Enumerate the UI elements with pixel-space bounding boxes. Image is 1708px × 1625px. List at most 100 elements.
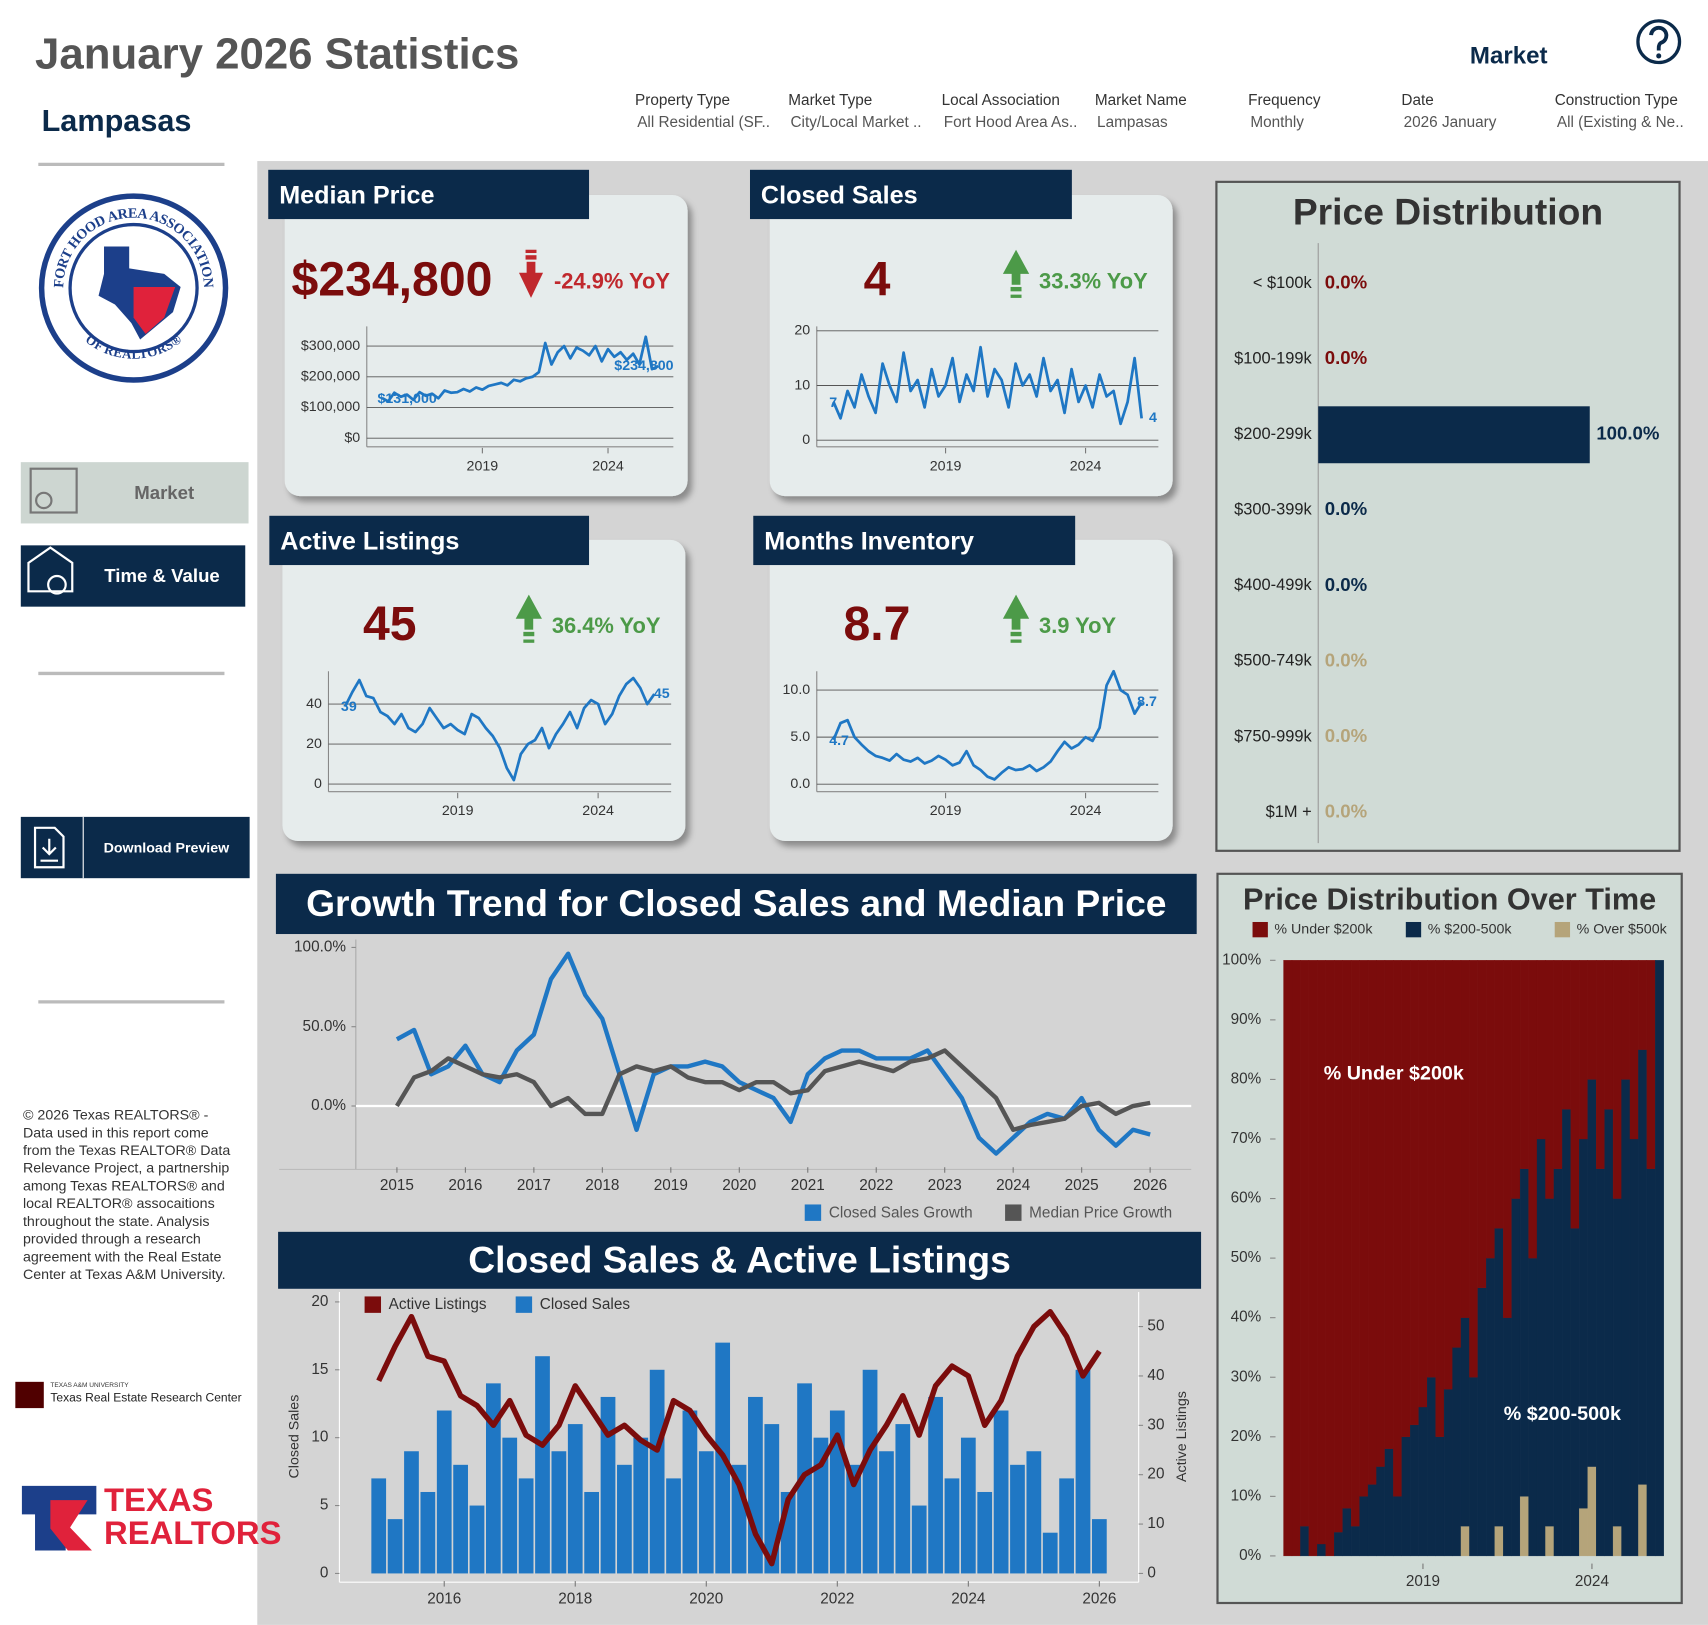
bar-segment xyxy=(1494,960,1504,1229)
help-icon[interactable] xyxy=(1636,19,1682,65)
y-tick-label: 20% xyxy=(1231,1428,1262,1445)
bar-segment xyxy=(1612,1198,1622,1527)
bar-segment xyxy=(1384,960,1394,1449)
nav-market[interactable]: Market xyxy=(20,462,249,524)
y-tick-label: 15 xyxy=(311,1361,328,1378)
x-tick-label: 2019 xyxy=(930,803,962,819)
bar-segment xyxy=(1401,1436,1411,1557)
category-label: $400-499k xyxy=(1234,576,1312,594)
y-axis-title: Closed Sales xyxy=(286,1395,302,1479)
bar-segment xyxy=(1612,1525,1622,1557)
x-tick-label: 2016 xyxy=(448,1177,482,1194)
bar-segment xyxy=(1536,1138,1546,1557)
card-header xyxy=(269,515,590,566)
bar-segment xyxy=(1401,960,1411,1437)
bar xyxy=(911,1505,927,1574)
bar xyxy=(485,1383,501,1574)
x-tick-label: 2019 xyxy=(930,458,962,474)
bar-segment xyxy=(1342,960,1352,1509)
copyright-line: from the Texas REALTOR® Data xyxy=(23,1143,230,1159)
value-label: 0.0% xyxy=(1325,649,1368,670)
bar-segment xyxy=(1435,960,1445,1437)
bar-segment xyxy=(1376,1466,1386,1557)
nav-icon-lens xyxy=(47,574,67,595)
yoy-change: 36.4% YoY xyxy=(552,613,661,638)
value-label: 100.0% xyxy=(1596,423,1660,444)
y-tick-label: 0.0% xyxy=(311,1097,346,1114)
x-tick-label: 2024 xyxy=(592,458,624,474)
bar xyxy=(813,1437,829,1574)
bar-segment xyxy=(1486,960,1495,1259)
nav-label[interactable]: Time & Value xyxy=(104,565,220,586)
download-label[interactable]: Download Preview xyxy=(104,840,231,856)
nav-time-value[interactable]: Time & Value xyxy=(20,545,246,607)
bar-segment xyxy=(1376,960,1386,1467)
bar-segment xyxy=(1334,1531,1343,1557)
chart-header xyxy=(278,1231,1202,1289)
copyright-line: © 2026 Texas REALTORS® - xyxy=(23,1108,209,1124)
value-label: 0.0% xyxy=(1325,725,1368,746)
bar-segment xyxy=(1646,1168,1656,1557)
y-tick-label: 5.0 xyxy=(790,729,810,745)
arrow-dash xyxy=(1010,294,1022,298)
filter-value: Fort Hood Area As.. xyxy=(944,114,1078,131)
download-button[interactable]: Download Preview xyxy=(20,816,250,879)
y-tick-label: 10% xyxy=(1231,1487,1262,1504)
bar-segment xyxy=(1427,1377,1436,1557)
y2-tick-label: 10 xyxy=(1147,1515,1164,1532)
x-tick-label: 2019 xyxy=(654,1177,688,1194)
bar-segment xyxy=(1503,960,1512,1318)
nav-icon-lens xyxy=(35,491,53,510)
tamu-mark xyxy=(15,1381,44,1409)
start-label: 7 xyxy=(829,395,837,411)
bar-segment xyxy=(1503,1317,1512,1557)
filter-label: Market Name xyxy=(1095,92,1187,109)
logo-shape-red xyxy=(50,1500,92,1551)
kpi-card xyxy=(284,194,688,497)
arrow-dash xyxy=(1010,286,1022,292)
category-label: $1M + xyxy=(1266,803,1312,821)
card-title: Median Price xyxy=(279,181,434,209)
end-label: $234,800 xyxy=(614,358,673,374)
bar-segment xyxy=(1317,960,1326,1545)
bar-segment xyxy=(1562,960,1571,1110)
download-icon xyxy=(33,826,65,869)
x-tick-label: 2025 xyxy=(1065,1177,1099,1194)
y-tick-label: 0 xyxy=(320,1564,329,1581)
y2-tick-label: 0 xyxy=(1147,1564,1156,1581)
arrow-dash xyxy=(1010,631,1022,637)
logo-texas: TEXAS xyxy=(104,1481,213,1518)
bar-segment xyxy=(1579,960,1588,1140)
trend-line xyxy=(832,669,1143,781)
bar-segment xyxy=(1342,1508,1352,1557)
copyright-line: among Texas REALTORS® and xyxy=(23,1178,225,1194)
bar xyxy=(551,1451,567,1574)
filter-value: All (Existing & Ne.. xyxy=(1557,114,1684,131)
legend-swatch xyxy=(515,1296,533,1313)
y2-axis-title: Active Listings xyxy=(1174,1391,1190,1482)
bar-segment xyxy=(1334,960,1343,1533)
tamu-small: TEXAS A&M UNIVERSITY xyxy=(50,1382,129,1389)
bar-segment xyxy=(1604,960,1614,1110)
bar-segment xyxy=(1443,1388,1453,1557)
bar-segment xyxy=(1317,1543,1326,1557)
end-label: 8.7 xyxy=(1137,694,1157,710)
bar xyxy=(567,1424,583,1574)
filter-value: Lampasas xyxy=(1097,114,1168,131)
copyright-line: Data used in this report come xyxy=(23,1125,209,1141)
bar xyxy=(502,1437,518,1574)
y-tick-label: 100% xyxy=(1222,951,1262,968)
bar xyxy=(633,1437,649,1574)
filter-label: Date xyxy=(1401,92,1433,109)
help-button[interactable] xyxy=(1636,19,1682,65)
y-tick-label: $100,000 xyxy=(301,399,360,415)
bar-segment xyxy=(1629,960,1639,1140)
arrow-head xyxy=(1002,594,1030,619)
bar-segment xyxy=(1452,960,1462,1348)
tamu-name: Texas Real Estate Research Center xyxy=(50,1390,241,1404)
x-tick-label: 2019 xyxy=(1406,1573,1440,1590)
bar xyxy=(420,1491,436,1574)
bar-segment xyxy=(1359,960,1369,1497)
legend-label: % $200-500k xyxy=(1428,921,1513,937)
nav-label[interactable]: Market xyxy=(134,482,194,503)
